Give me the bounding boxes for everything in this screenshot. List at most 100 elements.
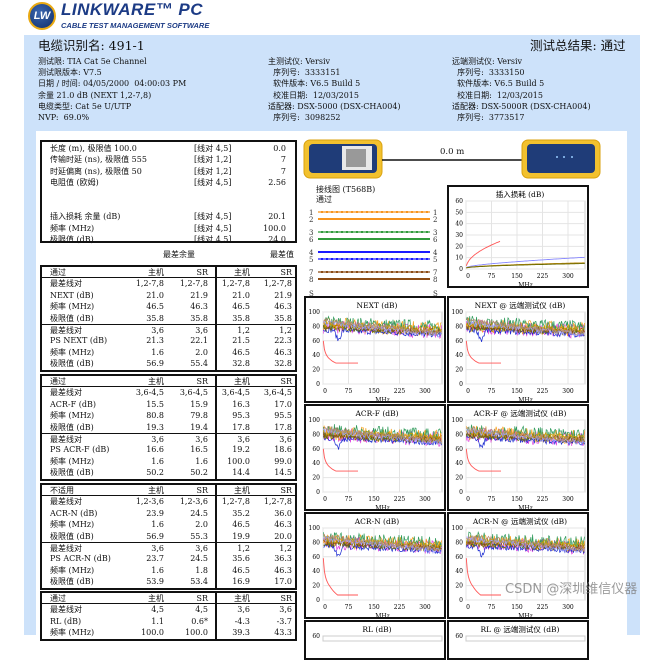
column-header: SR — [280, 377, 292, 386]
chart-rl: RL @ 远端测试仪 (dB) 60 — [447, 620, 589, 660]
table-header: 不适用 主机 SR 主机 SR — [42, 485, 295, 497]
limit-line — [465, 340, 501, 364]
summary-row: 时延偏离 (ns), 极限值 50 [线对 1,2] 7 — [42, 166, 295, 177]
y-tick-label: 60 — [312, 446, 320, 453]
x-tick-label: 300 — [562, 496, 574, 503]
x-axis-label: MHz — [518, 397, 533, 403]
summary-row — [42, 189, 295, 200]
chart-rl: RL (dB) 60 — [304, 620, 446, 660]
series-line — [465, 543, 585, 558]
column-header: 主机 — [148, 377, 164, 386]
series-line — [466, 534, 585, 552]
cell-value: 1.8 — [195, 565, 208, 575]
y-tick-label: 20 — [455, 475, 463, 482]
y-tick-label: 0 — [316, 489, 320, 496]
x-tick-label: 150 — [511, 273, 523, 280]
x-axis-label: MHz — [518, 505, 533, 511]
summary-box: 长度 (m), 极限值 100.0 [线对 4,5] 0.0 传输时延 (ns), 极… — [40, 140, 297, 245]
y-tick-label: 40 — [455, 221, 463, 228]
summary-label — [42, 200, 194, 211]
x-axis-label: MHz — [375, 397, 390, 403]
x-axis-label: MHz — [375, 613, 390, 619]
table-row: RL (dB) 1.1 0.6* -4.3 -3.7 — [42, 616, 295, 627]
cell-value: 39.3 — [232, 628, 250, 638]
worst-value-heading: 最差值 — [270, 250, 294, 259]
y-tick-label: 100 — [452, 417, 464, 424]
results-table: 通过 主机 SR 主机 SR 最差线对 3,6-4,5 3,6-4,5 3,6-4,5 3,6-4… — [40, 374, 297, 481]
summary-pair: [线对 4,5] — [194, 212, 232, 222]
x-axis-label: MHz — [518, 613, 533, 619]
cell-value: 55.4 — [190, 359, 208, 369]
cell-value: 3,6-4,5 — [221, 388, 250, 398]
table-row: PS ACR-F (dB) 16.6 16.5 19.2 18.6 — [42, 444, 295, 455]
main-tester-icon — [303, 139, 383, 179]
series-line — [465, 432, 585, 444]
series-line — [466, 425, 585, 444]
x-tick-label: 75 — [345, 604, 353, 611]
x-tick-label: 75 — [488, 604, 496, 611]
plot-area — [465, 635, 586, 642]
main-info-line: 序列号: 3098252 — [268, 113, 341, 123]
row-label: RL (dB) — [50, 616, 82, 626]
x-tick-label: 0 — [466, 273, 470, 280]
left-info-line: 日期 / 时间: 04/05/2000 04:00:03 PM — [38, 79, 187, 89]
cell-value: 3,6 — [237, 434, 250, 444]
series-line — [465, 240, 501, 266]
summary-value: 2.56 — [268, 178, 286, 188]
row-label: 极限值 (dB) — [50, 468, 94, 478]
x-axis-label: MHz — [375, 505, 390, 511]
column-header: 主机 — [148, 268, 164, 277]
cell-value: 46.3 — [190, 302, 208, 312]
cell-value: 100.0 — [227, 456, 250, 466]
cell-value: 1,2-7,8 — [221, 497, 250, 507]
chart-xt: NEXT @ 远端测试仪 (dB) 100 80 60 40 20 00 75 150 225 30… — [447, 296, 589, 403]
lw-badge-logo: LW — [28, 2, 56, 30]
cell-value: 56.9 — [146, 531, 164, 541]
summary-pair: [线对 4,5] — [194, 235, 232, 245]
table-header: 通过 主机 SR 主机 SR — [42, 593, 295, 605]
row-label: 最差线对 — [50, 388, 82, 398]
cell-value: 46.5 — [232, 347, 250, 357]
cell-value: 3,6 — [279, 605, 292, 615]
y-tick-label: 40 — [455, 352, 463, 359]
row-label: 极限值 (dB) — [50, 359, 94, 369]
pin-label-left: 3 — [309, 229, 313, 237]
series-line — [323, 536, 442, 549]
linkware-logo: LW LINKWARE™ PC CABLE TEST MANAGEMENT SO… — [28, 1, 228, 32]
row-label: 频率 (MHz) — [50, 347, 95, 357]
row-label: PS NEXT (dB) — [50, 336, 108, 346]
table-row: 极限值 (dB) 56.9 55.4 32.8 32.8 — [42, 358, 295, 369]
chart-title: ACR-F (dB) — [354, 409, 398, 418]
x-tick-label: 300 — [562, 604, 574, 611]
cell-value: 22.3 — [274, 336, 292, 346]
pin-label-right: 1 — [433, 209, 437, 217]
remote-tester-icon — [521, 139, 601, 179]
cell-value: 2.0 — [195, 520, 208, 530]
summary-value: 7 — [280, 166, 286, 176]
plot-area — [322, 635, 443, 642]
pin-label-right: 5 — [433, 256, 437, 264]
y-tick-label: 80 — [312, 539, 320, 546]
y-tick-label: 40 — [312, 568, 320, 575]
cell-value: 16.6 — [146, 445, 164, 455]
remote-info-line: 校准日期: 12/03/2015 — [452, 90, 543, 100]
cell-value: 3,6-4,5 — [135, 388, 164, 398]
summary-row: 长度 (m), 极限值 100.0 [线对 4,5] 0.0 — [42, 143, 295, 154]
cell-value: 3,6 — [151, 434, 164, 444]
table-row: 频率 (MHz) 1.6 2.0 46.5 46.3 — [42, 347, 295, 358]
y-tick-label: 60 — [455, 198, 463, 205]
x-tick-label: 225 — [537, 604, 549, 611]
chart-il: 插入损耗 (dB) 60 50 40 30 20 10 00 75 150 225 300 MHz — [447, 185, 589, 288]
cell-value: 14.5 — [274, 468, 292, 478]
results-table: 通过 主机 SR 主机 SR 最差线对 4,5 4,5 3,6 3,6 RL (dB) 1.1 0.6*… — [40, 591, 297, 641]
pin-label-right: 8 — [433, 276, 437, 284]
chart-title: 插入损耗 (dB) — [496, 189, 545, 199]
summary-value — [246, 200, 286, 211]
watermark: CSDN @深圳维信仪器 — [505, 582, 638, 597]
series-line — [323, 317, 442, 336]
summary-value: 7 — [280, 155, 286, 165]
main-info-line: 软件版本: V6.5 Build 5 — [268, 79, 361, 89]
table-row: 极限值 (dB) 50.2 50.2 14.4 14.5 — [42, 467, 295, 478]
summary-label: 时延偏离 (ns), 极限值 50 — [50, 166, 142, 176]
cell-value: 20.0 — [274, 531, 292, 541]
